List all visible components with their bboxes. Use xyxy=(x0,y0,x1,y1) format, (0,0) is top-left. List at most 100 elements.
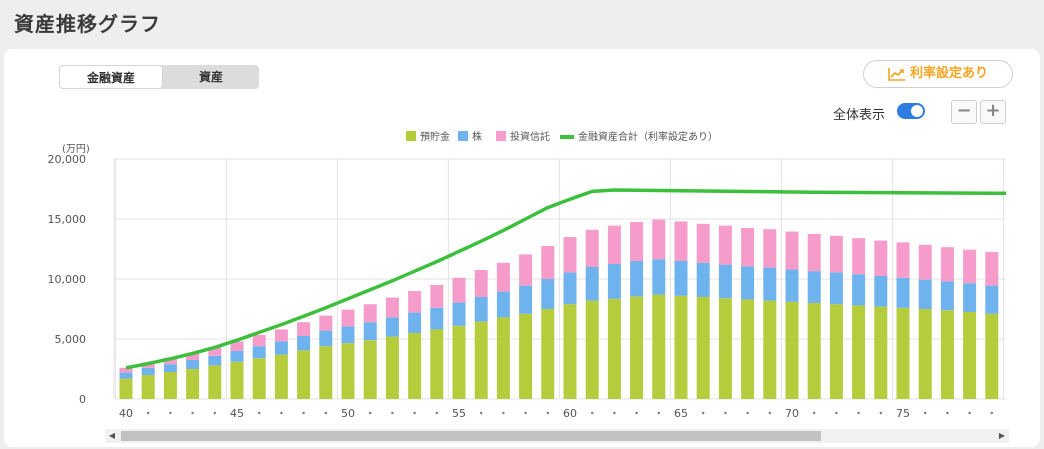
x-tick-dot xyxy=(657,411,660,415)
bar-savings xyxy=(741,299,755,399)
legend-label-funds: 投資信託 xyxy=(510,130,550,143)
bar-stocks xyxy=(496,291,510,318)
bar-stocks xyxy=(985,285,999,314)
bar-savings xyxy=(341,343,355,399)
bar-stocks xyxy=(829,272,843,305)
bar-savings xyxy=(852,305,866,399)
bar-funds xyxy=(696,223,710,263)
bar-stocks xyxy=(519,285,533,314)
x-tick-dot xyxy=(147,411,150,415)
bar-funds xyxy=(963,249,977,284)
bar-stocks xyxy=(630,261,644,297)
bar-savings xyxy=(785,301,799,399)
bar-savings xyxy=(408,333,422,399)
bar-stocks xyxy=(785,269,799,302)
bar-savings xyxy=(607,298,621,399)
bar-savings xyxy=(430,329,444,399)
bar-savings xyxy=(585,300,599,399)
bar-funds xyxy=(186,352,200,360)
scroll-left-arrow[interactable]: ◀ xyxy=(108,431,116,440)
rate-setting-button[interactable]: 利率設定あり xyxy=(863,60,1013,88)
x-tick-dot xyxy=(768,411,771,415)
zoom-in-button[interactable]: + xyxy=(980,100,1006,124)
bar-savings xyxy=(985,313,999,399)
bar-stocks xyxy=(874,276,888,307)
bar-funds xyxy=(163,357,177,365)
chart-scrollbar[interactable]: ◀ ▶ xyxy=(105,429,1009,443)
x-tick-dot xyxy=(413,411,416,415)
x-tick-dot xyxy=(968,411,971,415)
x-tick-dot xyxy=(191,411,194,415)
x-tick-dot xyxy=(546,411,549,415)
show-all-toggle[interactable] xyxy=(897,103,925,119)
y-tick-label: 20,000 xyxy=(48,153,87,166)
scroll-right-arrow[interactable]: ▶ xyxy=(998,431,1006,440)
tab-financial-assets[interactable]: 金融資産 xyxy=(59,65,163,89)
bar-savings xyxy=(163,372,177,399)
bar-stocks xyxy=(963,283,977,312)
y-axis-unit-label: (万円) xyxy=(62,144,90,155)
x-tick-label: 55 xyxy=(452,407,466,420)
bar-stocks xyxy=(341,326,355,344)
bar-stocks xyxy=(940,281,954,311)
bar-stocks xyxy=(252,346,266,359)
bar-funds xyxy=(829,235,843,273)
x-tick-dot xyxy=(324,411,327,415)
rate-setting-label: 利率設定あり xyxy=(909,66,988,81)
tab-assets[interactable]: 資産 xyxy=(198,70,223,84)
legend-swatch-stocks xyxy=(458,131,468,141)
bar-stocks xyxy=(896,277,910,308)
bar-funds xyxy=(563,237,577,273)
bar-stocks xyxy=(563,272,577,305)
bar-funds xyxy=(918,244,932,280)
bars-group xyxy=(119,219,999,399)
bar-funds xyxy=(430,285,444,308)
bar-funds xyxy=(807,234,821,272)
bar-stocks xyxy=(696,262,710,297)
bar-savings xyxy=(541,309,555,399)
x-tick-dot xyxy=(302,411,305,415)
bar-funds xyxy=(119,367,133,373)
y-tick-label: 10,000 xyxy=(48,273,87,286)
bar-funds xyxy=(763,229,777,268)
bar-funds xyxy=(297,322,311,336)
x-tick-dot xyxy=(213,411,216,415)
x-tick-label: 50 xyxy=(341,407,355,420)
x-tick-label: 40 xyxy=(119,407,133,420)
x-tick-dot xyxy=(480,411,483,415)
asset-chart: 0 5,000 10,000 15,000 20,000(万円) 40 45 50 55 60 65… xyxy=(48,130,1006,420)
x-tick-dot xyxy=(280,411,283,415)
scroll-thumb[interactable] xyxy=(121,431,821,441)
x-tick-dot xyxy=(746,411,749,415)
bar-funds xyxy=(630,222,644,261)
x-tick-dot xyxy=(924,411,927,415)
x-tick-dot xyxy=(258,411,261,415)
bar-stocks xyxy=(274,341,288,355)
bar-savings xyxy=(141,375,155,399)
bar-savings xyxy=(829,304,843,399)
trend-chart-icon xyxy=(888,68,905,81)
x-tick-dot xyxy=(169,411,172,415)
bar-savings xyxy=(674,295,688,399)
bar-savings xyxy=(940,310,954,399)
bar-stocks xyxy=(674,261,688,296)
bar-savings xyxy=(696,297,710,399)
legend-swatch-savings xyxy=(406,131,416,141)
x-tick-label: 65 xyxy=(674,407,688,420)
bar-savings xyxy=(630,296,644,399)
zoom-out-button[interactable]: − xyxy=(951,100,977,124)
x-tick-dot xyxy=(724,411,727,415)
x-tick-dot xyxy=(369,411,372,415)
bar-stocks xyxy=(363,322,377,341)
bar-funds xyxy=(230,341,244,351)
y-tick-label: 0 xyxy=(79,393,86,406)
x-tick-dot xyxy=(835,411,838,415)
bar-stocks xyxy=(474,297,488,322)
bar-stocks xyxy=(163,364,177,372)
bar-funds xyxy=(474,270,488,297)
bar-savings xyxy=(385,336,399,399)
bar-savings xyxy=(896,307,910,399)
bar-savings xyxy=(452,325,466,399)
bar-savings xyxy=(807,303,821,399)
x-tick-dot xyxy=(635,411,638,415)
